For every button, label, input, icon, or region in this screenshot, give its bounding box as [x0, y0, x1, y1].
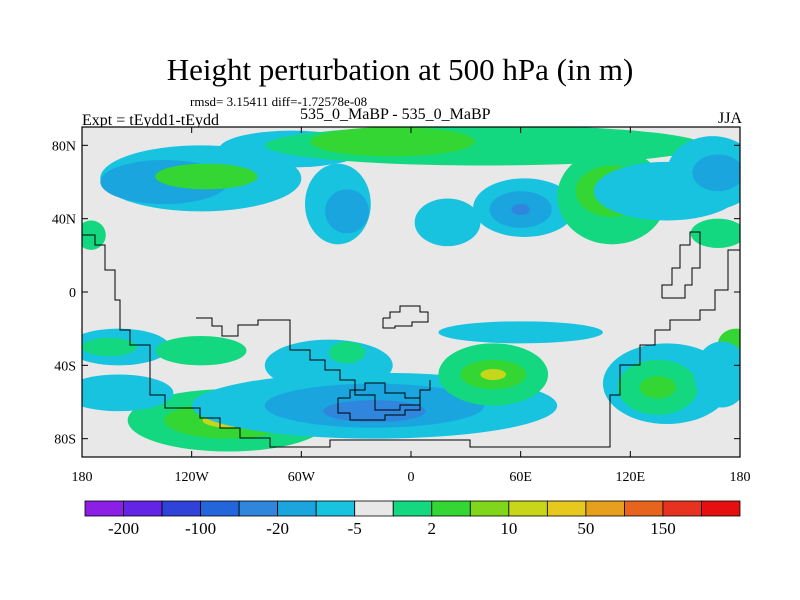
contour-region-7 — [310, 127, 475, 157]
contour-region-39 — [694, 341, 740, 408]
coastline-south-america — [196, 317, 431, 411]
contour-region-30 — [328, 341, 366, 364]
contour-region-25 — [82, 374, 174, 412]
colorbar-box-10 — [469, 500, 510, 517]
colorbar-label-4: 2 — [428, 519, 437, 538]
contour-region-5 — [325, 189, 369, 234]
contour-region-20 — [82, 337, 137, 357]
x-tick-label-2: 60W — [288, 470, 316, 485]
colorbar: -200 -100 -20 -5 2 10 50 150 — [84, 500, 741, 538]
contour-region-2 — [155, 163, 258, 190]
coastline-north-east — [661, 231, 701, 299]
comparison-label: 535_0_MaBP - 535_0_MaBP — [300, 106, 491, 123]
coastline — [82, 231, 740, 448]
colorbar-label-0: -200 — [108, 519, 139, 538]
colorbar-label-3: -5 — [348, 519, 362, 538]
colorbar-box-7 — [354, 500, 394, 517]
colorbar-label-7: 150 — [650, 519, 676, 538]
colorbar-box-4 — [238, 500, 279, 517]
colorbar-box-1 — [123, 500, 163, 517]
x-tick-label-0: 180 — [72, 470, 93, 485]
colorbar-box-0 — [84, 500, 124, 517]
y-tick-label-0: 80N — [52, 139, 76, 154]
y-axis: 80N 40N 0 40S 80S — [52, 139, 740, 448]
experiment-label: Expt = tEydd1-tEydd — [82, 112, 220, 129]
colorbar-box-5 — [277, 500, 317, 517]
x-tick-label-1: 120W — [175, 470, 210, 485]
colorbar-box-11 — [508, 500, 548, 517]
contour-region-29 — [323, 400, 426, 423]
coastline-west-continent — [82, 234, 740, 448]
coastline-antarctic-block — [337, 382, 421, 421]
colorbar-box-2 — [161, 500, 201, 517]
colorbar-box-14 — [624, 500, 664, 517]
colorbar-box-3 — [200, 500, 240, 517]
colorbar-box-15 — [662, 500, 702, 517]
x-tick-label-6: 180 — [730, 470, 751, 485]
contour-region-34 — [438, 321, 603, 344]
colorbar-label-6: 50 — [577, 519, 594, 538]
contour-region-8 — [414, 198, 481, 247]
colorbar-box-8 — [392, 500, 433, 517]
colorbar-label-5: 10 — [500, 519, 517, 538]
chart-title: Height perturbation at 500 hPa (in m) — [166, 52, 634, 87]
contour-region-21 — [155, 336, 247, 366]
season-label: JJA — [717, 110, 742, 127]
x-axis: 180 120W 60W 0 60E 120E 180 — [72, 127, 751, 485]
x-tick-label-5: 120E — [616, 470, 646, 485]
coastline-island — [382, 305, 429, 329]
contour-region-11 — [511, 204, 530, 215]
colorbar-label-2: -20 — [266, 519, 289, 538]
colorbar-box-9 — [431, 500, 471, 517]
contour-fills — [82, 127, 740, 452]
x-tick-label-3: 0 — [408, 470, 415, 485]
colorbar-box-13 — [585, 500, 625, 517]
colorbar-box-12 — [546, 500, 587, 517]
contour-region-37 — [639, 376, 677, 399]
contour-region-33 — [480, 369, 507, 380]
colorbar-box-16 — [701, 500, 741, 517]
colorbar-box-6 — [315, 500, 356, 517]
y-tick-label-4: 80S — [54, 433, 76, 448]
y-tick-label-3: 40S — [54, 359, 76, 374]
y-tick-label-2: 0 — [69, 286, 76, 301]
x-tick-label-4: 60E — [509, 470, 532, 485]
contour-region-17 — [690, 218, 740, 248]
stats-line: rmsd= 3.15411 diff=-1.72578e-08 — [190, 94, 368, 109]
contour-region-16 — [692, 154, 740, 192]
y-tick-label-1: 40N — [52, 213, 76, 228]
colorbar-label-1: -100 — [185, 519, 216, 538]
